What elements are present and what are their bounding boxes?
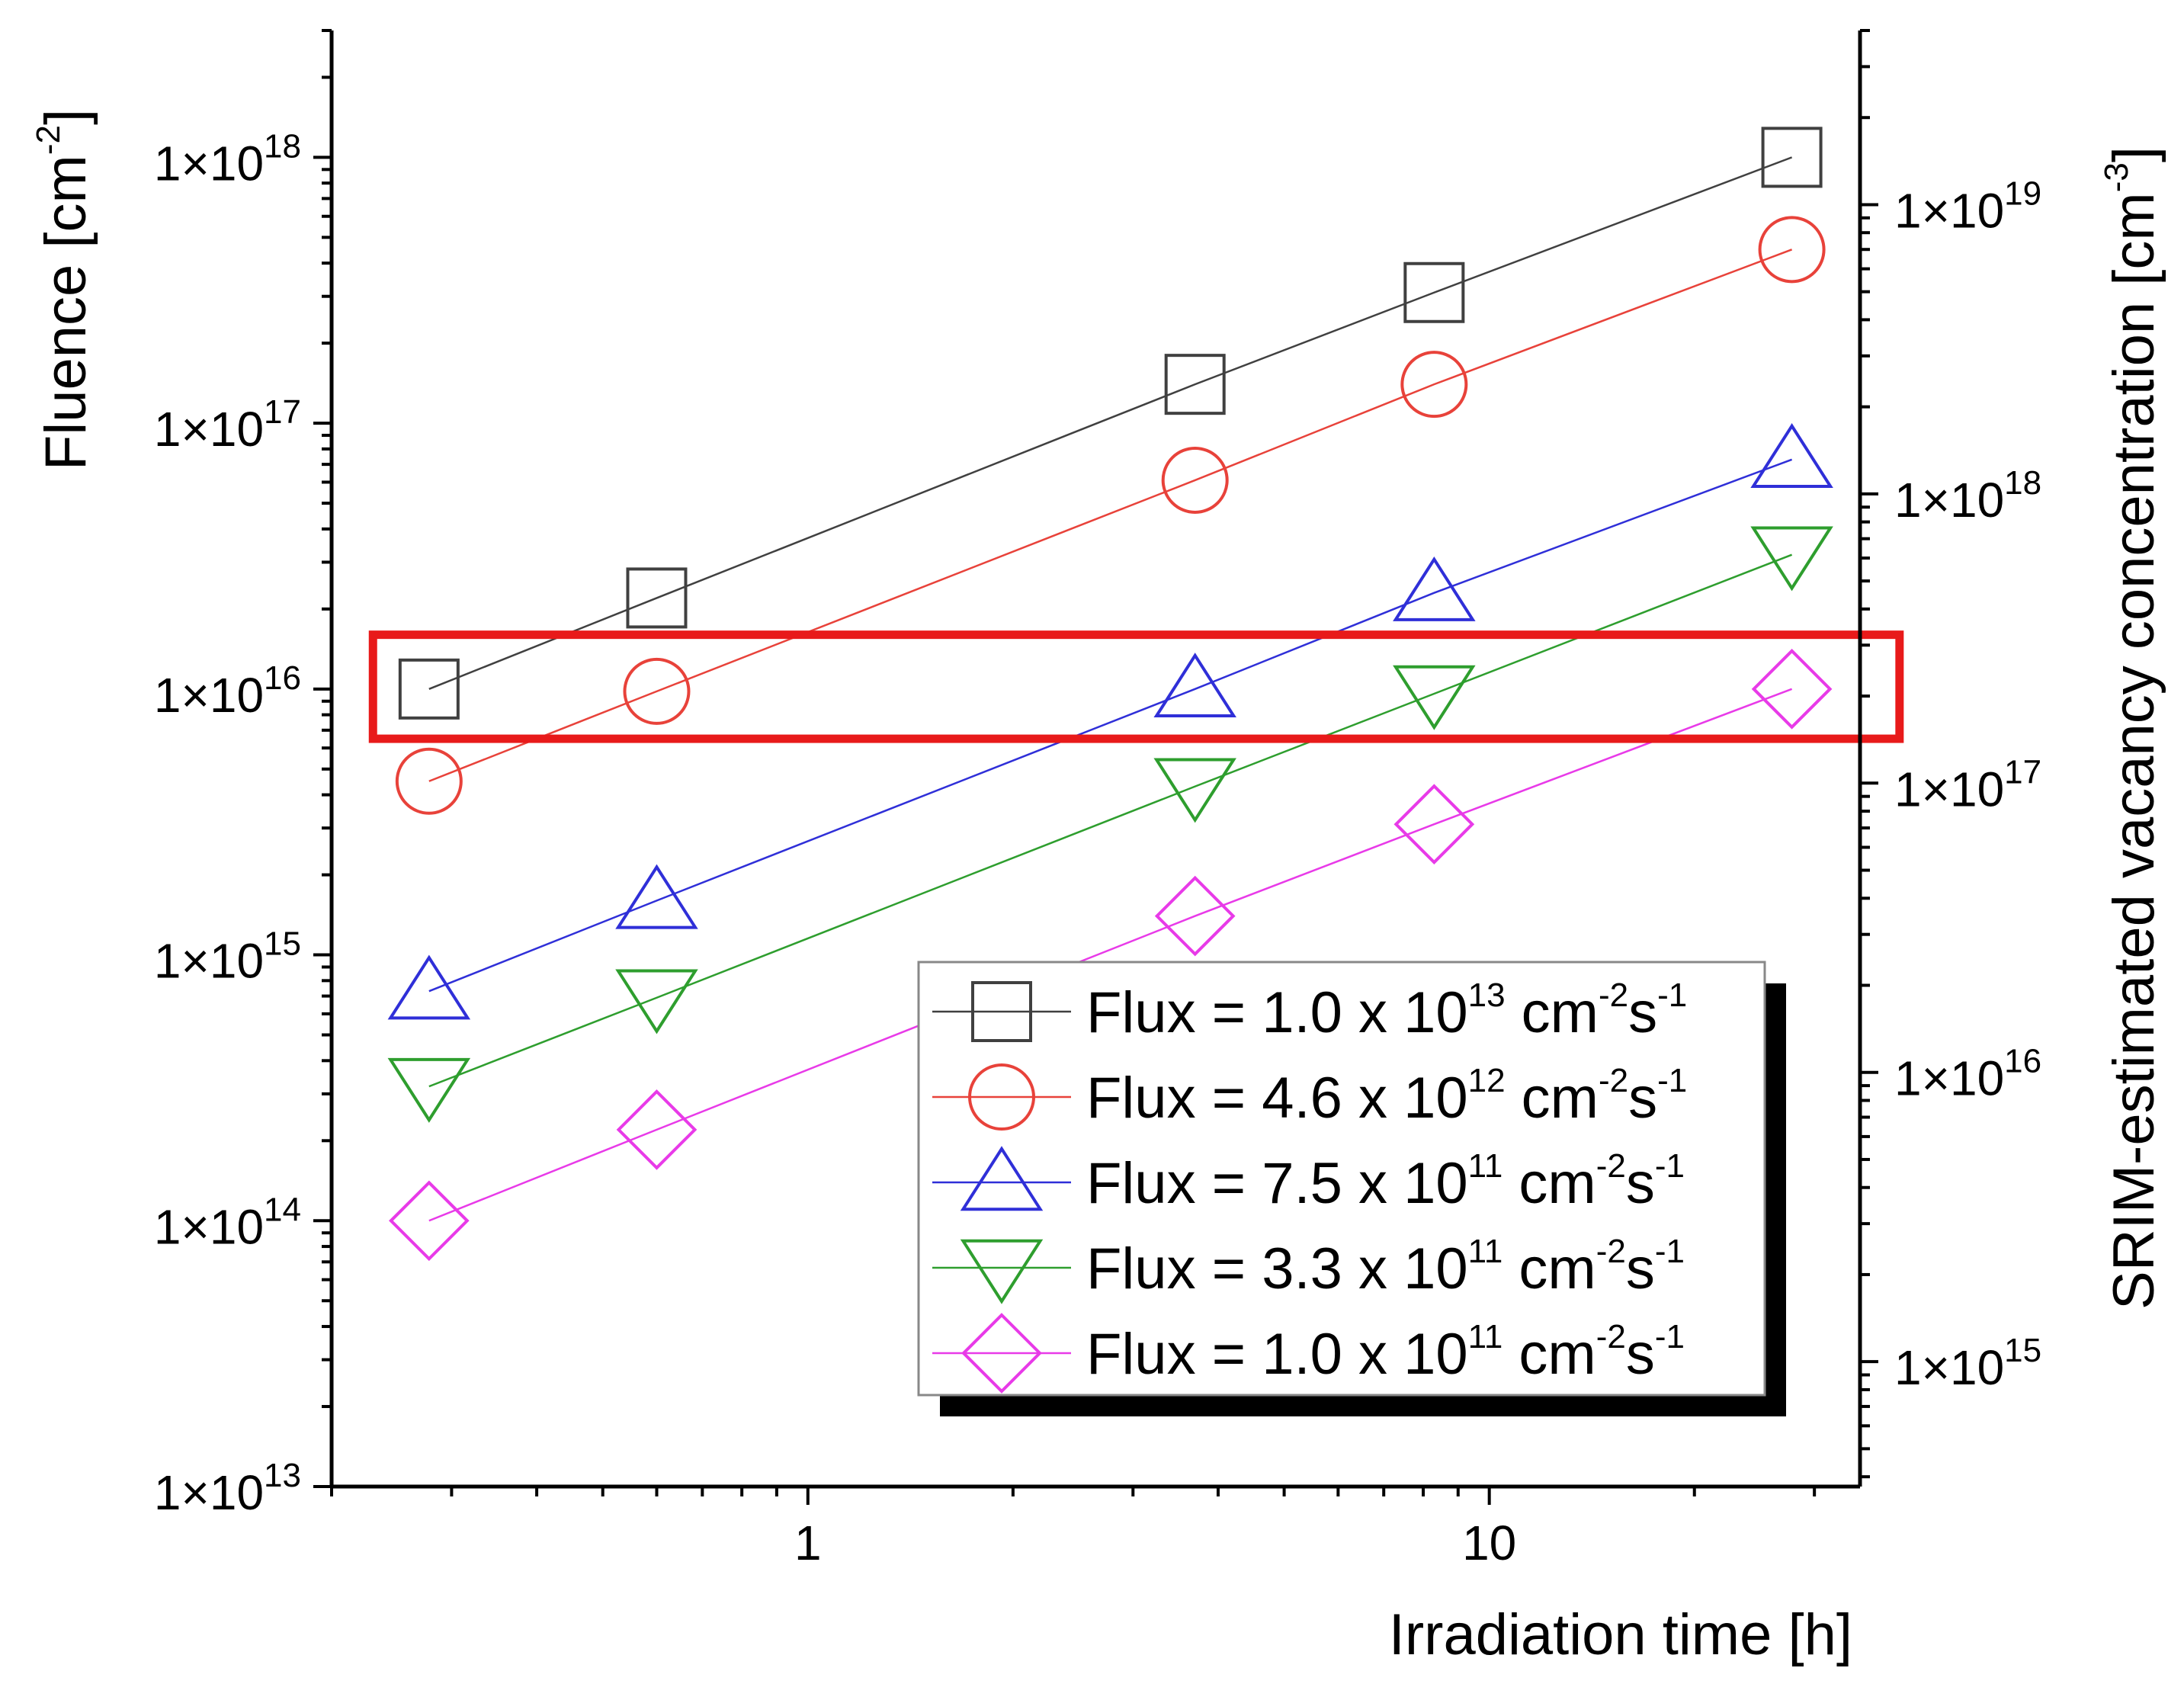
data-point (1393, 784, 1475, 865)
y2-tick-label: 1×1017 (1894, 753, 2041, 816)
data-point (615, 864, 698, 929)
y2-axis-title: SRIM-estimated vacancy concentration [cm… (2098, 146, 2166, 1310)
data-point (1750, 526, 1833, 592)
legend-marker (960, 1239, 1044, 1304)
data-point (1161, 446, 1229, 514)
data-point (389, 1180, 470, 1262)
series-2 (395, 216, 1826, 815)
y-axis-title: Fluence [cm-2] (30, 109, 98, 470)
data-point (1153, 758, 1236, 823)
y-tick-label: 1×1014 (154, 1191, 301, 1254)
data-point (387, 954, 471, 1020)
series-layer (387, 127, 1833, 1262)
data-point (1153, 653, 1236, 718)
data-point (626, 567, 688, 629)
x-tick-label: 10 (1462, 1516, 1516, 1570)
y-tick-label: 1×1013 (154, 1457, 301, 1520)
y-tick-label: 1×1017 (154, 393, 301, 457)
y-tick-label: 1×1018 (154, 127, 301, 191)
y2-tick-label: 1×1015 (1894, 1332, 2041, 1395)
series-line (428, 553, 1793, 1088)
data-point (623, 657, 691, 725)
series-3 (387, 423, 1833, 1020)
series-line (428, 156, 1793, 690)
data-point (1164, 354, 1226, 415)
legend-item: Flux = 1.0 x 1013 cm-2s-1 (932, 977, 1687, 1045)
legend-marker (968, 1063, 1035, 1131)
series-1 (398, 127, 1823, 720)
data-point (616, 1089, 698, 1170)
data-point (1751, 649, 1833, 730)
series-5 (389, 649, 1833, 1262)
series-4 (387, 526, 1833, 1123)
data-point (398, 658, 460, 720)
legend-marker (971, 981, 1032, 1042)
axis-labels: Irradiation time [h] Fluence [cm-2] SRIM-e… (30, 109, 2166, 1667)
y2-tick-label: 1×1018 (1894, 464, 2041, 528)
series-line (428, 458, 1793, 993)
legend-label: Flux = 1.0 x 1013 cm-2s-1 (1086, 977, 1687, 1045)
axis-frame (329, 30, 1862, 1489)
data-point (1761, 127, 1823, 188)
legend-marker (960, 1146, 1044, 1211)
legend-label: Flux = 7.5 x 1011 cm-2s-1 (1086, 1147, 1685, 1216)
data-point (1154, 875, 1236, 957)
legend-label: Flux = 4.6 x 1012 cm-2s-1 (1086, 1062, 1687, 1131)
legend: Flux = 1.0 x 1013 cm-2s-1 Flux = 4.6 x 10… (917, 961, 1786, 1416)
legend-box (917, 961, 1766, 1397)
legend-item: Flux = 7.5 x 1011 cm-2s-1 (932, 1146, 1685, 1216)
highlight-layer (368, 630, 1904, 743)
legend-marker (961, 1313, 1042, 1394)
data-point (1393, 665, 1476, 730)
highlight-box (368, 630, 1904, 743)
data-point (1400, 351, 1468, 419)
series-line (428, 249, 1793, 782)
legend-item: Flux = 3.3 x 1011 cm-2s-1 (932, 1233, 1685, 1304)
series-line (428, 688, 1793, 1222)
legend-label: Flux = 1.0 x 1011 cm-2s-1 (1086, 1318, 1685, 1387)
data-point (615, 969, 698, 1034)
data-point (1750, 423, 1833, 488)
legend-item: Flux = 4.6 x 1012 cm-2s-1 (932, 1062, 1687, 1131)
y2-tick-label: 1×1019 (1894, 175, 2041, 238)
data-point (1758, 216, 1826, 284)
data-point (395, 747, 463, 815)
x-tick-label: 1 (794, 1516, 822, 1570)
y-tick-label: 1×1016 (154, 659, 301, 723)
y2-tick-label: 1×1016 (1894, 1043, 2041, 1106)
data-point (1393, 556, 1476, 621)
y-tick-label: 1×1015 (154, 925, 301, 989)
data-point (1403, 261, 1465, 323)
x-axis-title: Irradiation time [h] (1389, 1602, 1852, 1667)
axis-ticks: 1 10 1×1013 1×1014 1×1015 1×1016 1×1017 1×1018 1… (154, 29, 2041, 1570)
legend-item: Flux = 1.0 x 1011 cm-2s-1 (932, 1313, 1685, 1394)
legend-label: Flux = 3.3 x 1011 cm-2s-1 (1086, 1233, 1685, 1301)
data-point (387, 1057, 471, 1123)
